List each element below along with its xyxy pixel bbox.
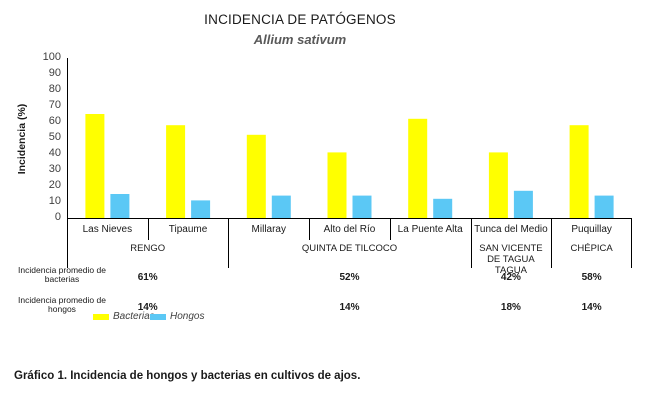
chart-title: INCIDENCIA DE PATÓGENOS bbox=[204, 12, 396, 27]
summary-row-label: Incidencia promedio de bacterias bbox=[18, 265, 106, 284]
category-label: La Puente Alta bbox=[397, 224, 463, 235]
bar-hongos-tipaume bbox=[191, 200, 211, 218]
group-label: SAN VICENTE DE TAGUA TAGUA bbox=[479, 243, 543, 276]
category-label: Tunca del Medio bbox=[474, 224, 548, 235]
legend-item-bacterias: Bacterias bbox=[93, 311, 155, 322]
category-label: Las Nieves bbox=[82, 224, 133, 235]
summary-row-label: Incidencia promedio de hongos bbox=[18, 295, 106, 314]
bar-hongos-las-nieves bbox=[110, 194, 130, 218]
bar-bacterias-las-nieves bbox=[85, 114, 105, 218]
figure-caption: Gráfico 1. Incidencia de hongos y bacter… bbox=[14, 370, 361, 382]
category-label: Tipaume bbox=[168, 224, 208, 235]
legend-label-hongos: Hongos bbox=[170, 311, 205, 322]
y-tick-label: 20 bbox=[48, 179, 61, 191]
y-tick-label: 70 bbox=[48, 99, 61, 111]
summary-row-value: 14% bbox=[581, 302, 602, 313]
legend-swatch-bacterias bbox=[93, 313, 109, 320]
bar-bacterias-puquillay bbox=[569, 125, 589, 218]
bar-hongos-puquillay bbox=[594, 195, 614, 218]
y-tick-label: 50 bbox=[48, 131, 61, 143]
group-label: CHÉPICA bbox=[570, 243, 613, 254]
legend-swatch-hongos bbox=[150, 313, 166, 320]
group-label: QUINTA DE TILCOCO bbox=[301, 243, 398, 254]
bar-bacterias-tunca-del-medio bbox=[488, 152, 508, 218]
summary-row-value: 52% bbox=[339, 272, 360, 283]
y-tick-label: 30 bbox=[48, 163, 61, 175]
legend-label-bacterias: Bacterias bbox=[113, 311, 155, 322]
bar-bacterias-alto-del-río bbox=[327, 152, 347, 218]
bar-hongos-millaray bbox=[271, 195, 291, 218]
group-label: RENGO bbox=[130, 243, 166, 254]
bar-hongos-la-puente-alta bbox=[433, 198, 453, 218]
summary-row-value: 14% bbox=[339, 302, 360, 313]
summary-row-value: 18% bbox=[500, 302, 521, 313]
y-tick-label: 100 bbox=[42, 51, 61, 63]
bar-bacterias-tipaume bbox=[166, 125, 186, 218]
summary-row-value: 14% bbox=[137, 302, 158, 313]
legend-item-hongos: Hongos bbox=[150, 311, 204, 322]
y-tick-label: 10 bbox=[48, 195, 61, 207]
y-tick-label: 80 bbox=[48, 83, 61, 95]
summary-row-value: 61% bbox=[137, 272, 158, 283]
category-label: Millaray bbox=[251, 224, 286, 235]
chart-subtitle: Allium sativum bbox=[253, 32, 347, 47]
summary-row-value: 58% bbox=[581, 272, 602, 283]
y-tick-label: 40 bbox=[48, 147, 61, 159]
bar-hongos-tunca-del-medio bbox=[513, 190, 533, 218]
category-label: Alto del Río bbox=[323, 224, 376, 235]
bar-bacterias-la-puente-alta bbox=[408, 118, 428, 218]
category-label: Puquillay bbox=[571, 224, 612, 235]
bar-hongos-alto-del-río bbox=[352, 195, 372, 218]
bar-bacterias-millaray bbox=[246, 134, 266, 218]
y-tick-label: 0 bbox=[54, 211, 61, 223]
summary-row-value: 42% bbox=[500, 272, 521, 283]
y-tick-label: 90 bbox=[48, 67, 61, 79]
y-tick-label: 60 bbox=[48, 115, 61, 127]
